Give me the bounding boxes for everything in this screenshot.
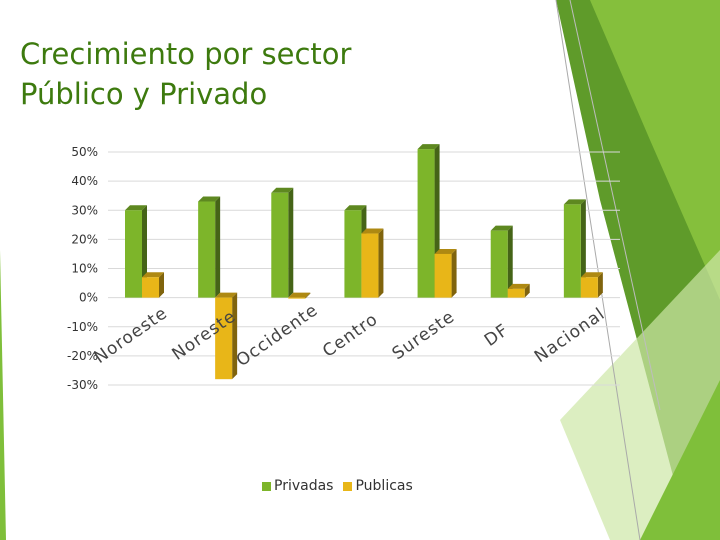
bar-side xyxy=(288,187,294,298)
bar-top xyxy=(142,272,164,278)
bar-front xyxy=(271,192,289,298)
bar-side xyxy=(159,272,164,298)
y-tick-label: 40% xyxy=(71,174,98,188)
bar-front xyxy=(198,201,216,298)
bar-side xyxy=(597,272,603,298)
bar-front xyxy=(490,230,508,298)
y-tick-label: -20% xyxy=(67,349,98,363)
bar-top xyxy=(490,225,513,231)
chart-legend: Privadas Publicas xyxy=(262,478,413,494)
legend-item-publicas: Publicas xyxy=(343,478,413,494)
deco-left-sliver xyxy=(0,250,6,540)
bar-privadas-2 xyxy=(271,187,294,298)
bar-publicas-6 xyxy=(580,272,603,298)
y-tick-label: 0% xyxy=(79,291,98,305)
legend-swatch-privadas xyxy=(262,481,271,491)
bar-side xyxy=(232,292,238,380)
bar-publicas-5 xyxy=(507,283,530,298)
category-label: Nacional xyxy=(531,304,609,367)
y-tick-label: 20% xyxy=(71,232,98,246)
bar-side xyxy=(524,283,530,298)
bar-top xyxy=(580,272,603,278)
bar-front xyxy=(417,149,435,298)
bar-side xyxy=(378,228,384,298)
legend-swatch-publicas xyxy=(343,481,353,491)
bar-publicas-1 xyxy=(215,292,238,380)
bar-top xyxy=(125,205,147,211)
bar-front xyxy=(215,297,233,380)
bar-front xyxy=(361,233,379,298)
y-tick-label: 50% xyxy=(71,145,98,159)
bar-top xyxy=(434,248,457,254)
category-label: Noroeste xyxy=(91,303,172,368)
bar-top xyxy=(507,283,530,289)
y-axis-tick-labels: 50% 40% 30% 20% 10% 0% -10% -20% -30% xyxy=(67,145,98,392)
bar-front xyxy=(563,204,581,298)
deco-thin-line-2 xyxy=(569,0,661,411)
bar-side xyxy=(451,248,457,298)
bar-top xyxy=(417,144,440,150)
bar-front xyxy=(580,277,598,298)
bar-privadas-5 xyxy=(490,225,513,298)
bar-publicas-4 xyxy=(434,248,457,298)
y-tick-label: -30% xyxy=(67,378,98,392)
bar-front xyxy=(507,288,525,298)
category-label: Centro xyxy=(319,309,382,361)
bar-top xyxy=(288,292,311,298)
category-label: Occidente xyxy=(233,300,322,371)
deco-green-band-light xyxy=(590,0,720,300)
y-tick-label: 10% xyxy=(71,262,98,276)
slide-title: Crecimiento por sector Público y Privado xyxy=(20,37,352,111)
deco-thin-line xyxy=(555,0,641,540)
bar-front xyxy=(344,210,362,298)
bar-privadas-6 xyxy=(563,199,586,298)
bar-publicas-0 xyxy=(142,272,164,298)
bar-publicas-3 xyxy=(361,228,384,298)
y-tick-label: 30% xyxy=(71,203,98,217)
bar-side xyxy=(507,225,513,298)
bar-side xyxy=(580,199,586,298)
legend-label-publicas: Publicas xyxy=(355,478,413,494)
bar-side xyxy=(305,292,311,299)
bar-top xyxy=(563,199,586,205)
category-label: DF xyxy=(481,320,513,351)
legend-label-privadas: Privadas xyxy=(274,478,334,494)
bar-top xyxy=(198,196,221,202)
bar-front xyxy=(434,253,452,298)
bar-front xyxy=(125,210,142,298)
y-tick-label: -10% xyxy=(67,320,98,334)
legend-item-privadas: Privadas xyxy=(262,478,333,494)
bar-top xyxy=(361,228,384,234)
bar-side xyxy=(215,196,221,298)
bar-top xyxy=(271,187,294,193)
bar-top xyxy=(215,292,238,298)
bar-privadas-1 xyxy=(198,196,221,298)
bar-publicas-2 xyxy=(288,292,311,299)
bar-front xyxy=(288,297,306,299)
bar-front xyxy=(142,277,159,298)
deco-green-band-bottom xyxy=(640,380,720,540)
bar-top xyxy=(344,205,367,211)
chart-bars xyxy=(125,144,603,380)
